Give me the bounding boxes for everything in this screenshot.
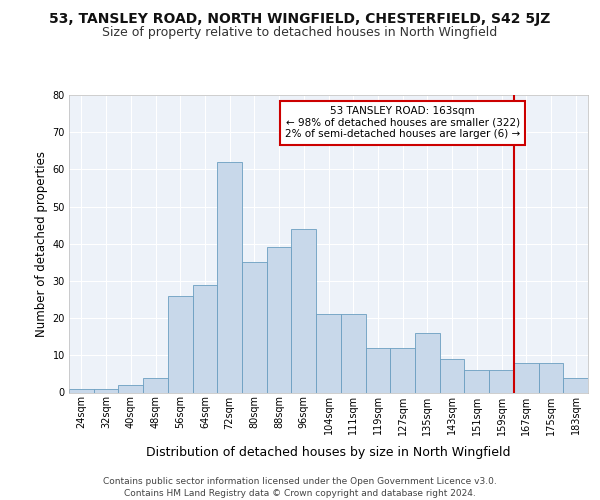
Bar bbox=[94, 389, 118, 392]
Text: Contains HM Land Registry data © Crown copyright and database right 2024.: Contains HM Land Registry data © Crown c… bbox=[124, 488, 476, 498]
Text: Contains public sector information licensed under the Open Government Licence v3: Contains public sector information licen… bbox=[103, 477, 497, 486]
Bar bbox=[292, 229, 316, 392]
Bar bbox=[440, 359, 464, 392]
Text: Size of property relative to detached houses in North Wingfield: Size of property relative to detached ho… bbox=[103, 26, 497, 39]
Bar bbox=[168, 296, 193, 392]
Bar bbox=[365, 348, 390, 393]
Bar bbox=[193, 284, 217, 393]
Text: 53 TANSLEY ROAD: 163sqm
← 98% of detached houses are smaller (322)
2% of semi-de: 53 TANSLEY ROAD: 163sqm ← 98% of detache… bbox=[285, 106, 520, 140]
Bar bbox=[217, 162, 242, 392]
Bar bbox=[316, 314, 341, 392]
Text: 53, TANSLEY ROAD, NORTH WINGFIELD, CHESTERFIELD, S42 5JZ: 53, TANSLEY ROAD, NORTH WINGFIELD, CHEST… bbox=[49, 12, 551, 26]
Bar bbox=[489, 370, 514, 392]
Bar bbox=[242, 262, 267, 392]
Bar bbox=[539, 363, 563, 392]
Bar bbox=[415, 333, 440, 392]
X-axis label: Distribution of detached houses by size in North Wingfield: Distribution of detached houses by size … bbox=[146, 446, 511, 459]
Y-axis label: Number of detached properties: Number of detached properties bbox=[35, 151, 48, 337]
Bar bbox=[390, 348, 415, 393]
Bar bbox=[514, 363, 539, 392]
Bar bbox=[341, 314, 365, 392]
Bar bbox=[267, 248, 292, 392]
Bar bbox=[563, 378, 588, 392]
Bar bbox=[143, 378, 168, 392]
Bar bbox=[464, 370, 489, 392]
Bar bbox=[118, 385, 143, 392]
Bar bbox=[69, 389, 94, 392]
